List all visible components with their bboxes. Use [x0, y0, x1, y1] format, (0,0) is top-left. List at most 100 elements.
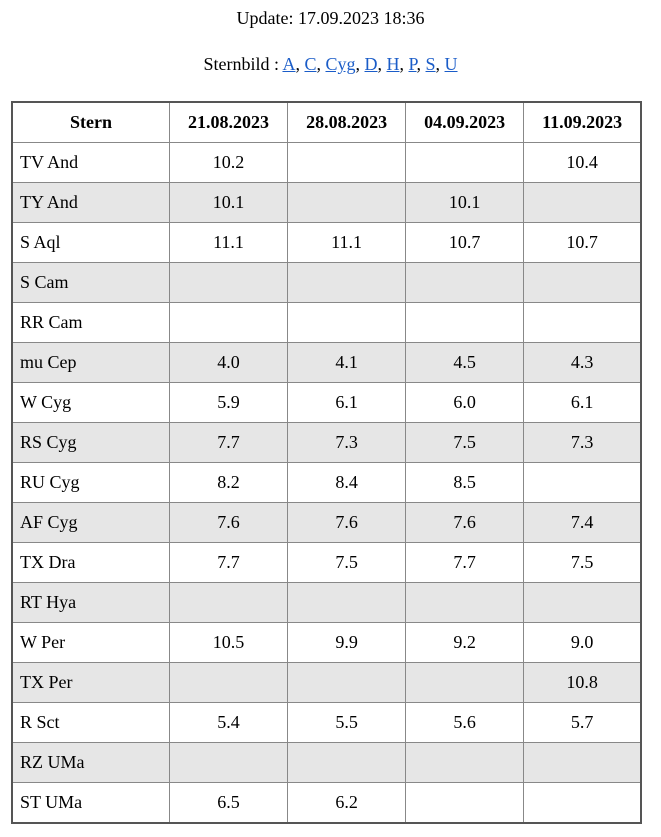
separator: ,: [295, 54, 300, 74]
magnitude-cell: 6.1: [287, 382, 407, 423]
magnitude-cell: 10.5: [168, 622, 289, 663]
magnitude-cell: 10.2: [168, 142, 289, 183]
magnitude-cell: 7.6: [287, 502, 407, 543]
star-name: TY And: [11, 182, 170, 223]
star-name: S Aql: [11, 222, 170, 263]
separator: ,: [399, 54, 405, 74]
magnitude-cell: [287, 302, 407, 343]
constellation-link[interactable]: P: [408, 54, 417, 74]
magnitude-cell: 7.5: [405, 422, 525, 463]
magnitude-cell: 7.6: [405, 502, 525, 543]
table-row: RS Cyg 7.7 7.3 7.5 7.3: [11, 422, 642, 463]
constellation-link[interactable]: S: [425, 54, 436, 74]
star-name: RR Cam: [11, 302, 170, 343]
magnitude-cell: 9.2: [405, 622, 525, 663]
magnitude-cell: 4.3: [523, 342, 642, 383]
magnitude-cell: 10.8: [523, 662, 642, 703]
magnitude-cell: 8.5: [405, 462, 525, 503]
magnitude-cell: 8.4: [287, 462, 407, 503]
star-name: W Cyg: [11, 382, 170, 423]
magnitude-cell: 4.1: [287, 342, 407, 383]
magnitude-cell: 10.1: [405, 182, 525, 223]
magnitude-cell: 10.4: [523, 142, 642, 183]
separator: ,: [435, 54, 441, 74]
magnitude-cell: 7.7: [168, 542, 289, 583]
table-row: TX Per 10.8: [11, 662, 642, 703]
magnitude-cell: [523, 782, 642, 824]
magnitude-cell: 7.7: [168, 422, 289, 463]
table-row: S Aql 11.1 11.1 10.7 10.7: [11, 222, 642, 263]
magnitude-cell: 10.7: [523, 222, 642, 263]
separator: ,: [355, 54, 361, 74]
magnitude-cell: [168, 262, 289, 303]
table-row: S Cam: [11, 262, 642, 303]
magnitude-cell: 4.5: [405, 342, 525, 383]
star-name: S Cam: [11, 262, 170, 303]
magnitude-cell: [168, 742, 289, 783]
magnitude-cell: 4.0: [168, 342, 289, 383]
header-row: Stern 21.08.2023 28.08.2023 04.09.2023 11.09…: [11, 101, 642, 143]
separator: ,: [377, 54, 383, 74]
magnitude-cell: 7.4: [523, 502, 642, 543]
magnitude-cell: [287, 742, 407, 783]
magnitude-cell: [405, 262, 525, 303]
magnitude-cell: 9.0: [523, 622, 642, 663]
separator: ,: [316, 54, 321, 74]
table-row: TY And 10.1 10.1: [11, 182, 642, 223]
magnitude-cell: [287, 582, 407, 623]
magnitude-cell: [523, 582, 642, 623]
sternbild-nav: Sternbild : A, C, Cyg, D, H, P, S, U: [0, 54, 661, 75]
header-cell: 28.08.2023: [287, 101, 407, 143]
magnitude-cell: [523, 462, 642, 503]
table-row: RU Cyg 8.2 8.4 8.5: [11, 462, 642, 503]
constellation-link[interactable]: D: [364, 54, 378, 74]
magnitude-cell: 5.9: [168, 382, 289, 423]
magnitude-cell: 8.2: [168, 462, 289, 503]
star-name: RZ UMa: [11, 742, 170, 783]
table-row: W Per 10.5 9.9 9.2 9.0: [11, 622, 642, 663]
star-name: TV And: [11, 142, 170, 183]
magnitude-cell: 10.1: [168, 182, 289, 223]
magnitude-cell: [523, 262, 642, 303]
constellation-link[interactable]: A: [282, 54, 296, 74]
table-row: TV And 10.2 10.4: [11, 142, 642, 183]
magnitude-cell: [405, 782, 525, 824]
table-row: ST UMa 6.5 6.2: [11, 782, 642, 824]
table-row: R Sct 5.4 5.5 5.6 5.7: [11, 702, 642, 743]
magnitude-cell: [168, 662, 289, 703]
star-name: TX Dra: [11, 542, 170, 583]
table-row: RR Cam: [11, 302, 642, 343]
magnitude-cell: 7.3: [523, 422, 642, 463]
constellation-link[interactable]: U: [444, 54, 458, 74]
magnitude-cell: [168, 302, 289, 343]
constellation-link[interactable]: C: [304, 54, 317, 74]
magnitude-cell: 5.5: [287, 702, 407, 743]
star-name: AF Cyg: [11, 502, 170, 543]
table-row: TX Dra 7.7 7.5 7.7 7.5: [11, 542, 642, 583]
constellation-link[interactable]: Cyg: [325, 54, 356, 74]
constellation-link[interactable]: H: [386, 54, 400, 74]
magnitude-cell: [405, 142, 525, 183]
magnitude-cell: [405, 302, 525, 343]
magnitude-cell: 7.6: [168, 502, 289, 543]
sternbild-label: Sternbild :: [203, 54, 279, 74]
magnitude-cell: 7.5: [523, 542, 642, 583]
star-name: ST UMa: [11, 782, 170, 824]
magnitude-cell: 6.5: [168, 782, 289, 824]
star-name: RU Cyg: [11, 462, 170, 503]
table-row: RT Hya: [11, 582, 642, 623]
star-name: RS Cyg: [11, 422, 170, 463]
header-cell: 04.09.2023: [405, 101, 525, 143]
magnitude-cell: 6.2: [287, 782, 407, 824]
header-cell: 21.08.2023: [168, 101, 289, 143]
update-text: Update: 17.09.2023 18:36: [236, 8, 425, 28]
magnitude-cell: [405, 742, 525, 783]
star-table: Stern 21.08.2023 28.08.2023 04.09.2023 11.09…: [11, 101, 642, 824]
magnitude-cell: 7.7: [405, 542, 525, 583]
magnitude-cell: 6.0: [405, 382, 525, 423]
header-cell: 11.09.2023: [523, 101, 642, 143]
star-name: R Sct: [11, 702, 170, 743]
magnitude-cell: 11.1: [287, 222, 407, 263]
table-row: RZ UMa: [11, 742, 642, 783]
